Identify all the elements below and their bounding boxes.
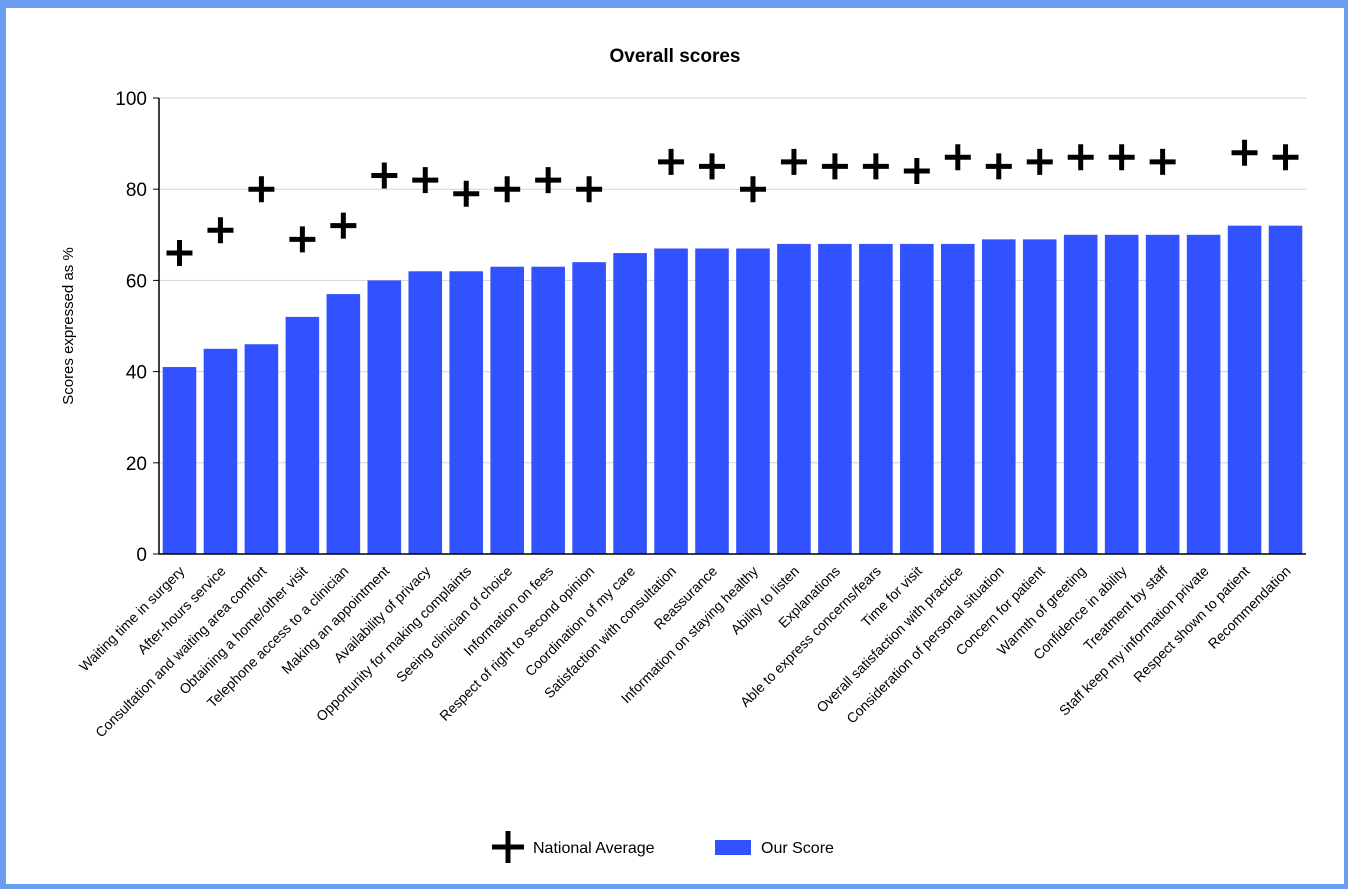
bar-overall-satisfaction-with-practice — [941, 243, 975, 555]
bar-availability-of-privacy — [408, 271, 443, 554]
bar-treatment-by-staff — [1145, 234, 1180, 555]
legend-label-national-average: National Average — [533, 840, 655, 857]
bar-confidence-in-ability — [1104, 234, 1139, 555]
bar-respect-of-right-to-second-opinion — [572, 262, 606, 554]
bar-consultation-and-waiting-area-comfort — [244, 344, 279, 554]
national-average-marker-information-on-fees — [535, 167, 562, 194]
y-tick-label: 100 — [115, 89, 147, 110]
national-average-marker-opportunity-for-making-complaints — [453, 180, 480, 207]
national-average-marker-satisfaction-with-consultation — [658, 148, 685, 175]
national-average-marker-ability-to-listen — [780, 148, 807, 175]
bar-making-an-appointment — [367, 280, 402, 554]
bar-chart: Overall scores Scores expressed as % 0 20… — [60, 46, 1306, 863]
national-average-marker-after-hours-service — [207, 217, 234, 244]
national-average-marker-telephone-access-to-a-clinician — [330, 212, 357, 239]
bar-able-to-express-concerns-fears — [859, 243, 893, 555]
y-axis-ticks: 0 20 40 60 80 100 — [115, 89, 159, 566]
national-average-marker-concern-for-patient — [1026, 148, 1053, 175]
national-average-marker-explanations — [821, 153, 848, 180]
bar-concern-for-patient — [1022, 239, 1057, 555]
national-average-marker-respect-of-right-to-second-opinion — [576, 176, 603, 203]
legend-label-our-score: Our Score — [761, 840, 834, 857]
y-tick-label: 20 — [126, 454, 147, 475]
bar-opportunity-for-making-complaints — [449, 271, 484, 554]
marker-series — [166, 139, 1299, 267]
national-average-marker-making-an-appointment — [371, 162, 398, 189]
bar-information-on-fees — [531, 266, 565, 554]
bar-waiting-time-in-surgery — [162, 367, 197, 554]
bar-respect-shown-to-patient — [1227, 225, 1262, 554]
bar-ability-to-listen — [777, 243, 811, 555]
bar-obtaining-a-home-other-visit — [285, 316, 320, 554]
bar-recommendation — [1268, 225, 1303, 554]
national-average-marker-waiting-time-in-surgery — [166, 240, 193, 267]
legend: National Average Our Score — [492, 831, 834, 863]
bar-telephone-access-to-a-clinician — [326, 294, 361, 554]
bar-time-for-visit — [900, 243, 934, 555]
national-average-marker-recommendation — [1272, 144, 1299, 171]
legend-item-national-average: National Average — [492, 831, 655, 863]
bar-consideration-of-personal-situation — [981, 239, 1016, 555]
national-average-marker-seeing-clinician-of-choice — [494, 176, 521, 203]
y-axis-label: Scores expressed as % — [60, 247, 77, 405]
national-average-marker-respect-shown-to-patient — [1231, 139, 1258, 166]
national-average-marker-consideration-of-personal-situation — [985, 153, 1012, 180]
national-average-marker-time-for-visit — [903, 157, 930, 184]
national-average-marker-confidence-in-ability — [1108, 144, 1135, 171]
national-average-marker-able-to-express-concerns-fears — [862, 153, 889, 180]
bar-information-on-staying-healthy — [736, 248, 770, 555]
national-average-marker-treatment-by-staff — [1149, 148, 1176, 175]
legend-plus-marker — [492, 831, 524, 863]
axes — [158, 98, 1306, 555]
y-tick-label: 60 — [126, 271, 147, 292]
national-average-marker-availability-of-privacy — [412, 167, 439, 194]
national-average-marker-reassurance — [699, 153, 726, 180]
bar-seeing-clinician-of-choice — [490, 266, 524, 554]
y-tick-label: 40 — [126, 363, 147, 384]
chart-title: Overall scores — [610, 46, 741, 67]
national-average-marker-consultation-and-waiting-area-comfort — [248, 176, 275, 203]
y-tick-label: 0 — [136, 545, 147, 566]
x-tick-label: Staff keep my information private — [1056, 563, 1212, 719]
national-average-marker-obtaining-a-home-other-visit — [289, 226, 316, 253]
bar-explanations — [818, 243, 852, 555]
y-tick-label: 80 — [126, 180, 147, 201]
chart-panel: Overall scores Scores expressed as % 0 20… — [6, 8, 1344, 884]
bar-coordination-of-my-care — [613, 253, 647, 555]
national-average-marker-warmth-of-greeting — [1067, 144, 1094, 171]
legend-item-our-score: Our Score — [715, 840, 834, 857]
bar-warmth-of-greeting — [1063, 234, 1098, 555]
bar-reassurance — [695, 248, 729, 555]
national-average-marker-information-on-staying-healthy — [739, 176, 766, 203]
x-tick-label: Consultation and waiting area comfort — [92, 563, 270, 741]
bar-series — [162, 225, 1303, 555]
bar-staff-keep-my-information-private — [1186, 234, 1221, 555]
bar-satisfaction-with-consultation — [654, 248, 688, 555]
bar-after-hours-service — [203, 348, 238, 554]
legend-swatch-our-score — [715, 840, 751, 855]
national-average-marker-overall-satisfaction-with-practice — [944, 144, 971, 171]
